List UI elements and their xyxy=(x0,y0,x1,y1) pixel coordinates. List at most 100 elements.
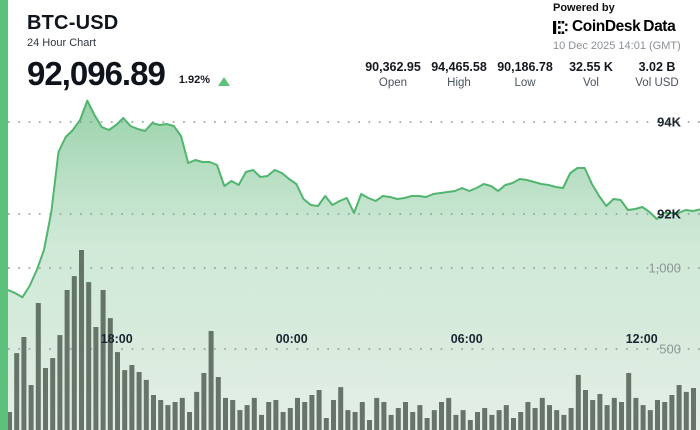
volume-bar xyxy=(86,282,92,430)
volume-bar xyxy=(7,412,12,430)
time-tick-label: 00:00 xyxy=(276,332,308,346)
stat-high-label: High xyxy=(447,77,471,89)
branding-block: Powered by CoinDesk Data 10 Dec 2025 14:… xyxy=(553,2,681,52)
volume-bar xyxy=(525,402,531,430)
powered-by-label: Powered by xyxy=(553,2,615,14)
volume-bar xyxy=(259,414,264,430)
volume-bar xyxy=(64,290,70,430)
volume-bar xyxy=(597,394,603,430)
volume-bar xyxy=(57,335,63,430)
volume-bar xyxy=(237,410,243,430)
volume-bar xyxy=(511,418,516,430)
time-tick-label: 18:00 xyxy=(101,332,133,346)
logo-text-data: Data xyxy=(643,18,676,35)
volume-bar xyxy=(561,414,567,430)
volume-bar xyxy=(316,390,322,430)
volume-bar xyxy=(230,400,236,430)
volume-bar xyxy=(136,372,142,430)
volume-bar xyxy=(129,365,135,430)
volume-bar xyxy=(165,405,171,430)
volume-bar xyxy=(71,276,77,430)
stat-vol-usd-value: 3.02 B xyxy=(638,60,676,74)
chart-timestamp: 10 Dec 2025 14:01 (GMT) xyxy=(553,40,681,52)
volume-bar xyxy=(554,410,560,430)
price-area xyxy=(8,100,700,430)
volume-bar xyxy=(244,405,250,430)
price-line xyxy=(7,99,700,299)
up-triangle-icon xyxy=(218,77,231,86)
stat-open-label: Open xyxy=(378,77,408,89)
stat-vol-value: 32.55 K xyxy=(569,60,613,74)
volume-bar xyxy=(28,385,34,430)
chart-header: BTC-USD 24 Hour Chart 92,096.89 1.92% 90… xyxy=(0,0,700,95)
volume-bar xyxy=(215,377,221,430)
time-tick-label: 12:00 xyxy=(626,332,658,346)
volume-bar xyxy=(43,368,48,430)
volume-bar xyxy=(590,400,596,430)
volume-bar xyxy=(179,397,185,430)
volume-bar xyxy=(640,405,646,430)
volume-bar xyxy=(503,405,509,430)
volume-bar xyxy=(439,402,444,430)
volume-bar xyxy=(633,397,639,430)
volume-bar xyxy=(143,379,149,430)
volume-bar xyxy=(266,402,272,430)
last-price: 92,096.89 xyxy=(27,55,166,92)
volume-bar xyxy=(35,303,41,430)
accent-bar xyxy=(0,0,8,430)
volume-bar xyxy=(467,420,473,430)
stat-high: 94,465.58 High xyxy=(426,60,492,89)
volume-bar xyxy=(395,408,401,430)
volume-bar xyxy=(381,402,387,430)
volume-bar xyxy=(367,420,372,430)
symbol-title: BTC-USD xyxy=(27,12,119,34)
price-tick-label: 92K xyxy=(657,207,681,222)
volume-bar xyxy=(626,373,632,430)
volume-bar xyxy=(496,410,502,430)
volume-bar xyxy=(676,385,682,430)
title-block: BTC-USD 24 Hour Chart 92,096.89 1.92% xyxy=(27,12,231,92)
volume-tick-label: 1,000 xyxy=(648,261,681,276)
volume-bar xyxy=(338,387,344,430)
volume-bar xyxy=(446,397,452,430)
volume-bar xyxy=(691,388,696,430)
volume-bar xyxy=(611,397,617,430)
volume-bar xyxy=(187,412,192,430)
volume-bar xyxy=(100,290,106,430)
stat-high-value: 94,465.58 xyxy=(431,60,487,74)
volume-bar xyxy=(122,370,128,430)
volume-bars xyxy=(7,250,696,430)
volume-bar xyxy=(201,373,207,430)
volume-bar xyxy=(21,337,27,430)
coindesk-logo-icon xyxy=(553,20,568,34)
volume-bar xyxy=(568,408,574,430)
volume-bar xyxy=(107,318,113,430)
volume-bar xyxy=(14,353,20,430)
volume-bar xyxy=(352,412,358,430)
stat-vol: 32.55 K Vol xyxy=(558,60,624,89)
volume-bar xyxy=(359,402,365,430)
coindesk-data-logo[interactable]: CoinDesk Data xyxy=(553,18,681,36)
volume-bar xyxy=(172,402,178,430)
volume-bar xyxy=(547,405,552,430)
volume-bar xyxy=(208,331,214,430)
volume-bar xyxy=(331,400,336,430)
stat-open: 90,362.95 Open xyxy=(360,60,426,89)
volume-bar xyxy=(417,405,423,430)
stat-low: 90,186.78 Low xyxy=(492,60,558,89)
volume-bar xyxy=(604,405,610,430)
volume-bar xyxy=(93,327,99,430)
volume-bar xyxy=(453,414,459,430)
volume-bar xyxy=(158,400,164,430)
ohlc-stats: 90,362.95 Open 94,465.58 High 90,186.78 … xyxy=(360,60,690,89)
volume-bar xyxy=(475,412,480,430)
volume-bar xyxy=(79,250,84,430)
volume-bar xyxy=(323,418,329,430)
volume-bar xyxy=(575,374,581,430)
volume-bar xyxy=(388,414,394,430)
volume-bar xyxy=(410,412,416,430)
volume-bar xyxy=(482,408,488,430)
stat-vol-usd-label: Vol USD xyxy=(635,77,679,89)
chart-subtitle: 24 Hour Chart xyxy=(27,37,97,49)
